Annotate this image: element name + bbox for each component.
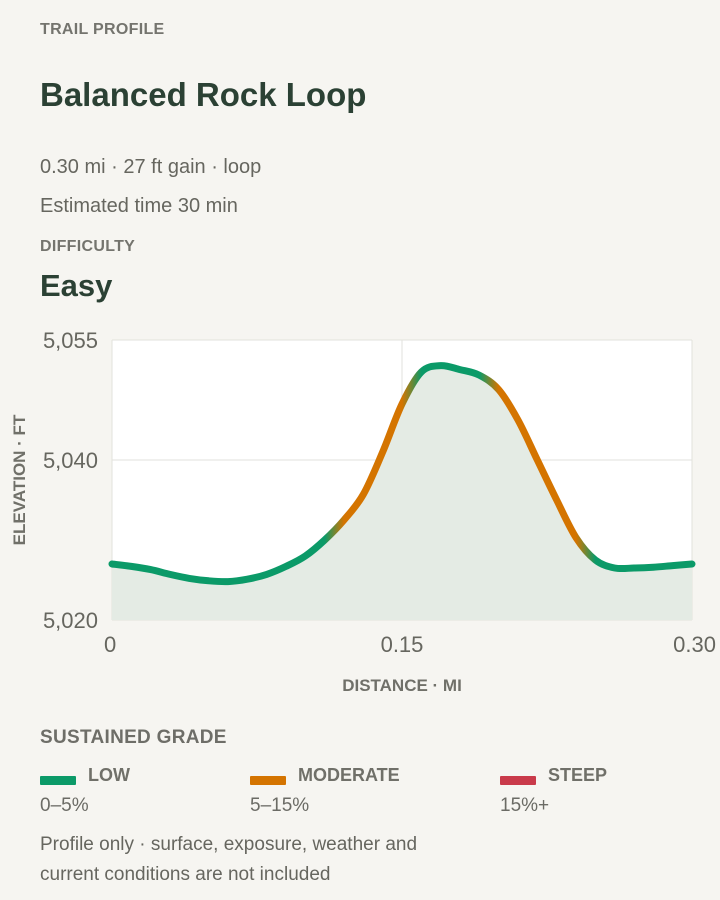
legend-name-moderate: MODERATE <box>298 765 400 785</box>
y-tick-label: 5,020 <box>43 608 98 633</box>
legend-swatch-steep <box>500 776 536 785</box>
trail-title: Balanced Rock Loop <box>40 76 367 113</box>
legend-heading: SUSTAINED GRADE <box>40 727 227 748</box>
legend-range-low: 0–5% <box>40 795 89 816</box>
x-tick-label: 0.15 <box>381 632 424 657</box>
footnote: Profile only · surface, exposure, weathe… <box>40 834 418 885</box>
y-tick-label: 5,040 <box>43 448 98 473</box>
legend-name-low: LOW <box>88 765 130 785</box>
legend-name-steep: STEEP <box>548 765 608 785</box>
trail-summary: 0.30 mi · 27 ft gain · loop <box>40 156 262 178</box>
eyebrow-label: TRAIL PROFILE <box>40 21 165 38</box>
elevation-series-line <box>108 362 696 586</box>
legend-swatch-low <box>40 776 76 785</box>
elevation-area <box>112 365 692 620</box>
x-tick-label: 0.30 <box>673 632 716 657</box>
x-axis-title: DISTANCE · MI <box>342 676 462 695</box>
legend-swatch-moderate <box>250 776 286 785</box>
legend-range-steep: 15%+ <box>500 795 550 816</box>
y-tick-label: 5,055 <box>43 328 98 353</box>
elevation-chart: 5,020 5,040 5,055 0 0.15 0.30 DISTANCE · MI E… <box>10 328 716 695</box>
y-axis-title: ELEVATION · FT <box>10 414 29 545</box>
elevation-line <box>108 362 696 586</box>
difficulty-value: Easy <box>40 268 113 303</box>
estimated-time: Estimated time 30 min <box>40 195 238 217</box>
difficulty-label: DIFFICULTY <box>40 238 136 255</box>
axis-ticks: 5,020 5,040 5,055 0 0.15 0.30 <box>43 328 716 657</box>
x-tick-label: 0 <box>104 632 116 657</box>
legend-range-moderate: 5–15% <box>250 795 310 816</box>
